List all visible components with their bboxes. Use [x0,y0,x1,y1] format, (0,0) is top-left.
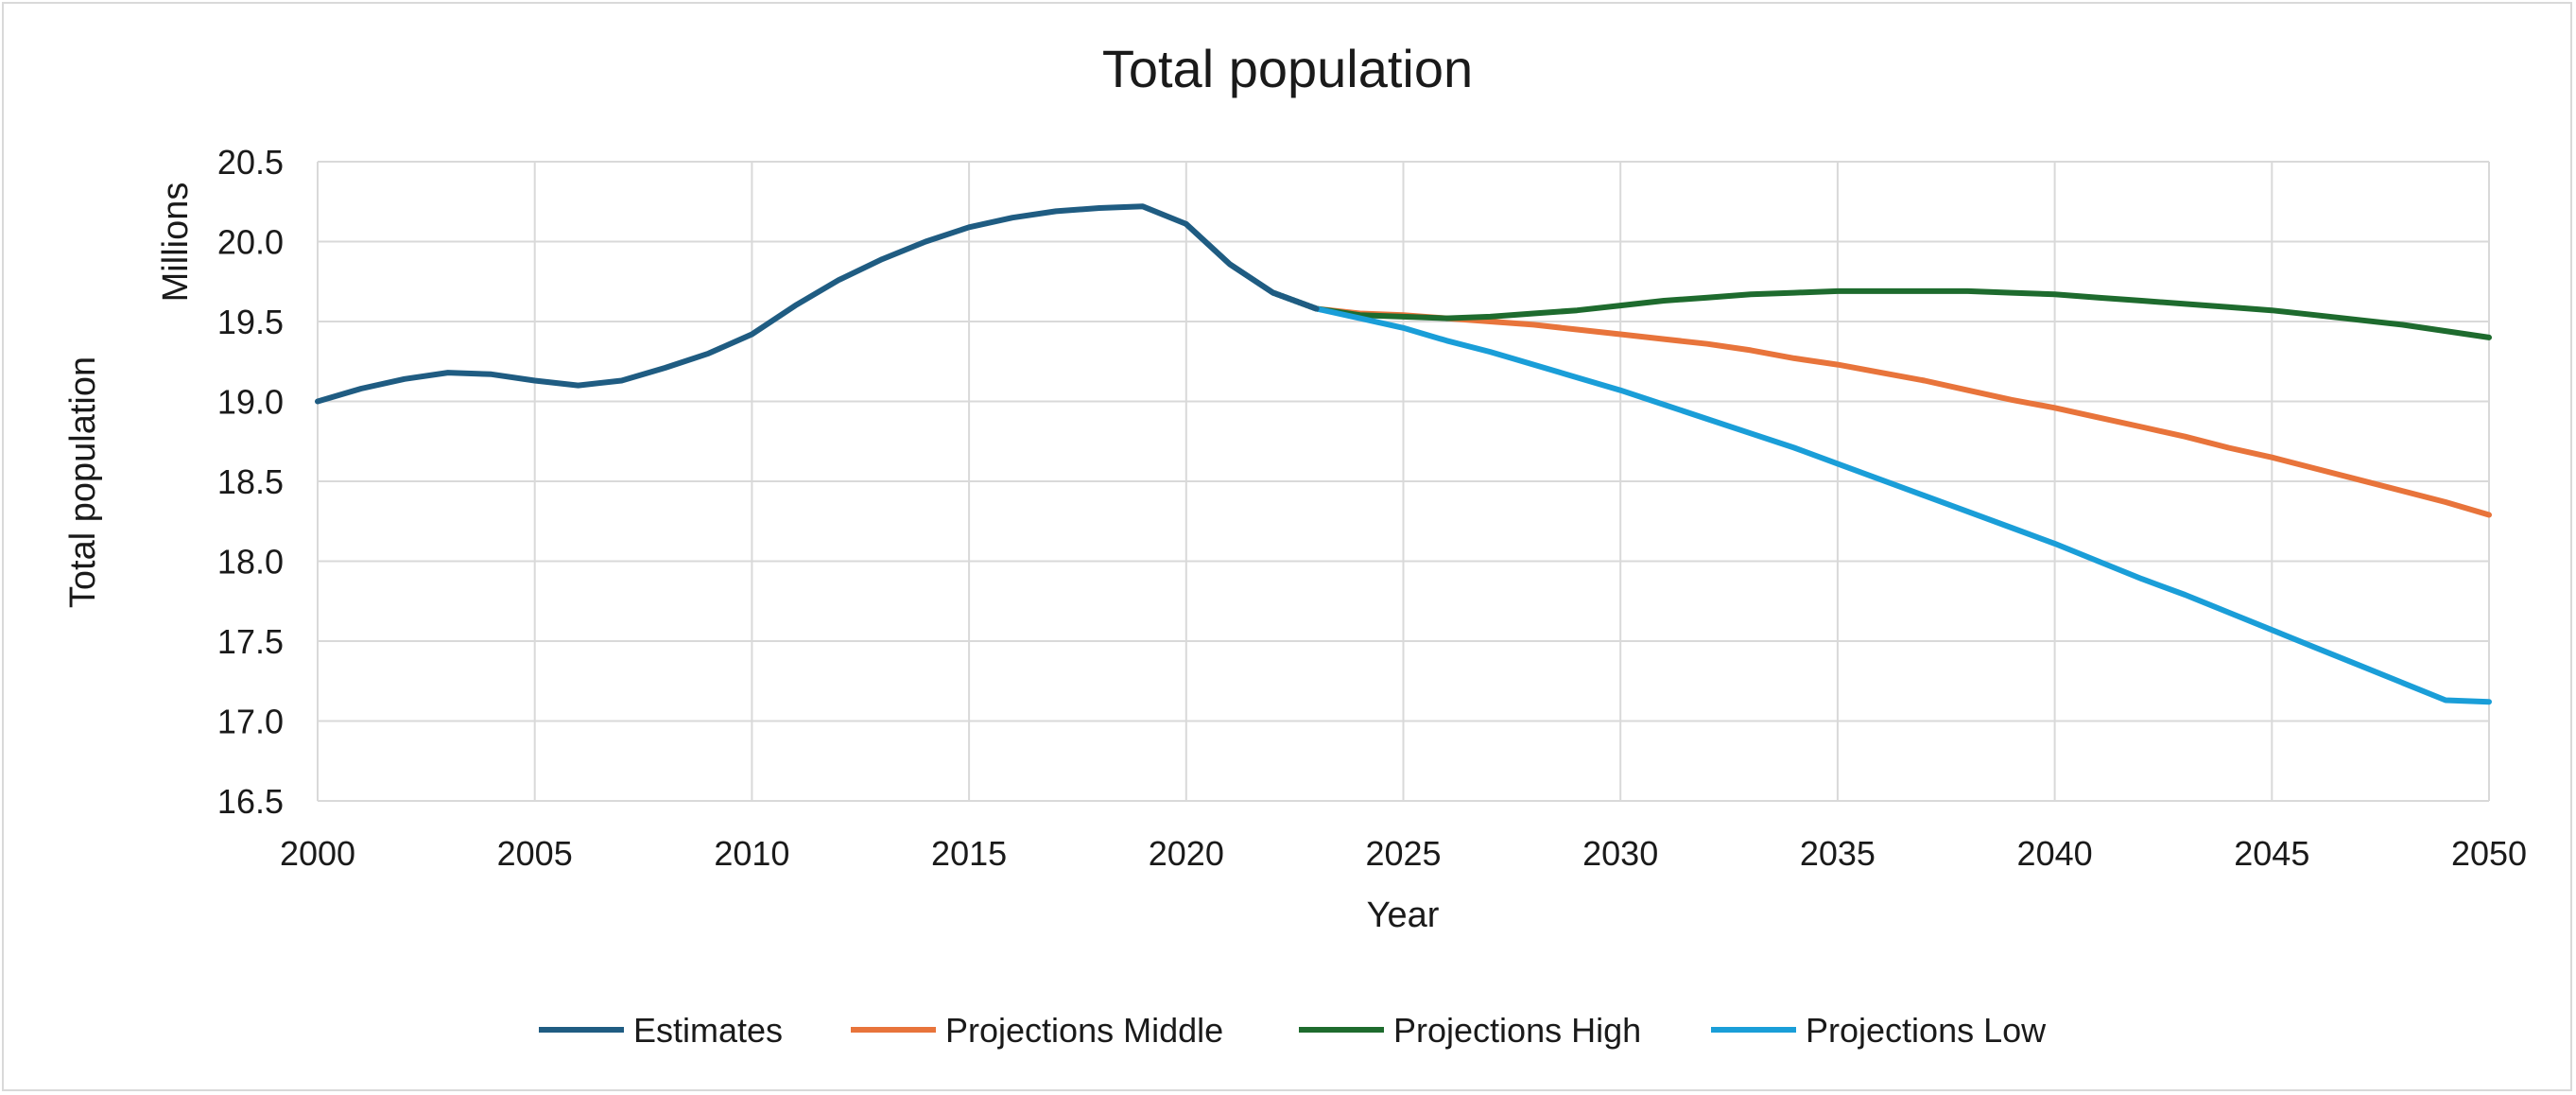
grid-lines [317,161,2490,802]
x-tick-label: 2000 [280,834,355,873]
x-tick-labels: 2000 2005 2010 2015 2020 2025 2030 2035 2040 2045… [280,834,2527,873]
series-line-estimates [315,203,1320,405]
x-tick-label: 2015 [931,834,1007,873]
legend: Estimates Projections Middle Projections H… [539,1011,2047,1050]
chart-title: Total population [1102,39,1473,98]
x-tick-label: 2050 [2451,834,2527,873]
legend-label: Projections Middle [945,1011,1223,1050]
y-tick-label: 17.5 [217,622,284,661]
legend-label: Estimates [633,1011,783,1050]
legend-label: Projections High [1393,1011,1641,1050]
x-axis-title: Year [1367,895,1440,935]
y-tick-label: 20.0 [217,223,284,262]
x-tick-label: 2040 [2017,834,2093,873]
legend-label: Projections Low [1806,1011,2047,1050]
y-tick-label: 16.5 [217,782,284,821]
y-tick-label: 18.0 [217,543,284,582]
series-lines [315,203,2492,705]
y-tick-label: 19.5 [217,303,284,341]
y-axis-title: Total population [63,356,103,608]
y-tick-label: 17.0 [217,703,284,741]
series-line-estimates-tail [1183,220,1320,312]
series-line-projections-high [1270,287,2492,340]
x-tick-label: 2035 [1800,834,1876,873]
x-tick-label: 2005 [497,834,573,873]
x-tick-label: 2025 [1365,834,1441,873]
y-tick-label: 18.5 [217,462,284,501]
x-tick-label: 2030 [1582,834,1658,873]
y-unit-label: Millions [156,182,196,303]
series-line-projections-middle [1270,289,2492,518]
y-tick-label: 20.5 [217,143,284,182]
x-tick-label: 2010 [714,834,789,873]
series-line-projections-low [1270,289,2492,705]
y-tick-labels: 16.5 17.0 17.5 18.0 18.5 19.0 19.5 20.0 20.5 [217,143,284,821]
x-tick-label: 2020 [1149,834,1224,873]
y-tick-label: 19.0 [217,383,284,422]
x-tick-label: 2045 [2234,834,2309,873]
